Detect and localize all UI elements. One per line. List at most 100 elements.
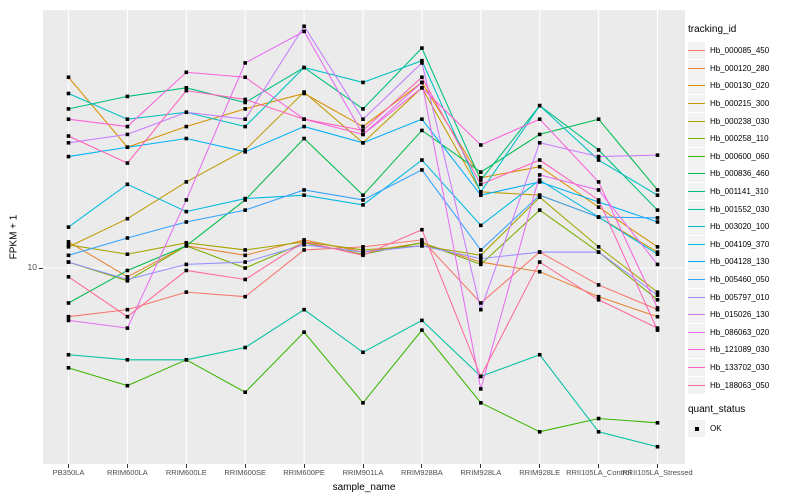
data-point	[479, 248, 483, 252]
data-point	[655, 220, 660, 224]
legend: tracking_id Hb_000085_450 Hb_000120_280 Hb…	[688, 24, 770, 438]
legend-key-swatch	[688, 306, 705, 324]
data-point	[420, 80, 424, 85]
data-point	[302, 29, 306, 34]
data-point	[361, 350, 365, 355]
data-point	[66, 117, 71, 121]
data-point	[479, 178, 483, 182]
legend-item-Hb_001552_030: Hb_001552_030	[688, 200, 769, 218]
series-line-icon	[688, 50, 705, 52]
data-point	[66, 352, 71, 357]
legend-label: Hb_133702_030	[710, 362, 770, 372]
legend-label: Hb_004109_370	[710, 239, 770, 249]
x-tick-label-RRIM600LE: RRIM600LE	[165, 468, 207, 477]
x-tick-mark	[480, 464, 482, 468]
data-point	[655, 193, 660, 197]
data-point	[66, 225, 71, 229]
series-line-icon	[688, 366, 705, 368]
data-point	[596, 297, 601, 302]
series-line-icon	[688, 261, 705, 263]
y-tick-mark	[39, 268, 43, 269]
data-point	[184, 110, 189, 115]
data-point	[66, 314, 71, 319]
series-line-icon	[688, 103, 705, 105]
data-point	[537, 193, 542, 197]
data-point	[420, 318, 424, 323]
data-point	[243, 253, 247, 258]
data-point	[655, 444, 660, 449]
data-point	[125, 132, 130, 137]
data-point	[361, 80, 365, 85]
legend-label: Hb_000130_020	[710, 81, 770, 91]
data-point	[243, 266, 247, 270]
x-tick-mark	[539, 464, 541, 468]
series-line-icon	[688, 208, 705, 210]
legend-key-swatch	[688, 341, 705, 359]
data-point	[125, 94, 130, 99]
x-tick-mark	[185, 464, 187, 468]
data-point	[66, 260, 71, 264]
x-tick-label-RRIM600SE: RRIM600SE	[224, 468, 267, 477]
data-point	[479, 193, 483, 197]
legend-label: Hb_004128_130	[710, 257, 770, 267]
data-point	[125, 326, 130, 330]
data-point	[243, 208, 247, 212]
data-point	[243, 75, 247, 80]
data-point	[479, 401, 483, 405]
legend-item-Hb_086063_020: Hb_086063_020	[688, 323, 769, 342]
data-point	[420, 328, 424, 332]
y-axis-title: FPKM + 1	[8, 214, 20, 260]
data-point	[361, 198, 365, 202]
data-point	[361, 193, 365, 197]
data-point	[243, 97, 247, 102]
data-point	[125, 182, 130, 187]
data-point	[596, 294, 601, 299]
legend-item-Hb_121089_030: Hb_121089_030	[688, 341, 769, 359]
data-point	[184, 268, 189, 273]
data-point	[125, 383, 130, 388]
legend-label: Hb_001141_310	[710, 187, 769, 197]
series-line-icon	[688, 191, 705, 193]
data-point	[655, 328, 660, 332]
data-point	[479, 190, 483, 194]
data-point	[125, 117, 130, 121]
data-point	[184, 290, 189, 294]
legend-item-Hb_004109_370: Hb_004109_370	[688, 235, 770, 254]
series-line-icon	[688, 349, 705, 351]
data-point	[537, 430, 542, 434]
series-line-icon	[688, 138, 705, 140]
data-point	[420, 117, 424, 121]
legend-key-swatch	[688, 59, 705, 77]
x-tick-label-PB350LA: PB350LA	[52, 468, 85, 477]
legend-item-Hb_000600_060: Hb_000600_060	[688, 147, 769, 166]
x-tick-label-RRIM928BA: RRIM928BA	[401, 468, 443, 477]
legend-item-Hb_000130_020: Hb_000130_020	[688, 77, 769, 95]
legend-label: Hb_001552_030	[710, 204, 770, 214]
data-point	[184, 262, 189, 267]
data-point	[479, 387, 483, 391]
data-point	[302, 188, 306, 192]
legend-label: Hb_188063_050	[710, 380, 770, 390]
data-point	[302, 240, 306, 244]
data-point	[655, 290, 660, 294]
legend-label: Hb_005460_050	[710, 275, 770, 285]
data-point	[420, 58, 424, 63]
data-point	[479, 143, 483, 147]
legend-label: Hb_000238_030	[710, 116, 770, 126]
quant-ok-key	[688, 420, 705, 438]
data-point	[596, 215, 601, 219]
data-point	[243, 260, 247, 264]
legend-key-swatch	[688, 147, 705, 165]
data-point	[361, 140, 365, 145]
data-point	[243, 124, 247, 129]
series-line-icon	[688, 296, 705, 298]
legend-item-Hb_001141_310: Hb_001141_310	[688, 183, 769, 201]
legend-key-swatch	[688, 77, 705, 95]
legend-key-swatch	[688, 218, 705, 236]
data-point	[125, 252, 130, 257]
legend-label: Hb_005797_010	[710, 292, 770, 302]
data-point	[420, 227, 424, 232]
data-point	[125, 314, 130, 319]
data-point	[125, 268, 130, 273]
x-tick-mark	[126, 464, 128, 468]
